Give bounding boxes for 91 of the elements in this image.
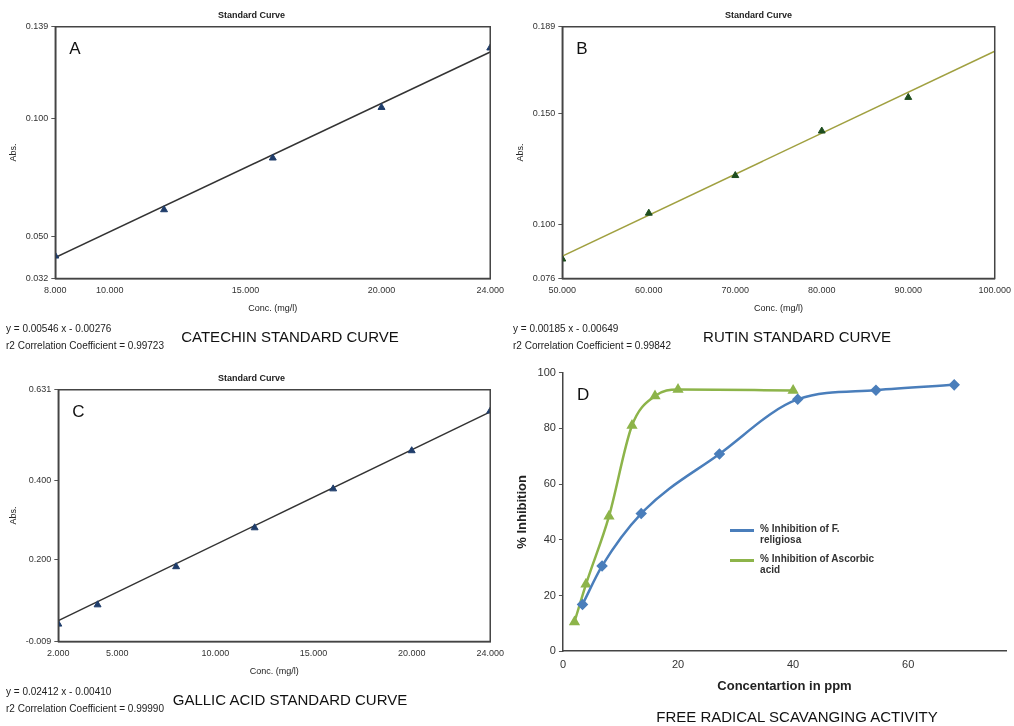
point [635, 508, 647, 519]
point [904, 92, 913, 100]
y-tick-label: 0.189 [532, 21, 556, 32]
point [714, 448, 725, 460]
text: RUTIN STANDARD CURVE [703, 328, 891, 345]
x-axis-title: Conc. (mg/l) [754, 303, 804, 314]
x-tick-label: 50.000 [548, 285, 577, 296]
text: r2 Correlation Coefficient = 0.99990 [6, 702, 164, 716]
x-tick-label: 20.000 [367, 285, 396, 296]
x-tick-label: 15.000 [299, 648, 328, 659]
point [172, 562, 181, 570]
point [817, 126, 826, 134]
point [329, 484, 338, 492]
y-tick-label: 0.050 [25, 230, 49, 241]
point [268, 153, 277, 161]
x-tick-label: 20.000 [397, 648, 426, 659]
point [948, 379, 960, 391]
text: y = 0.00185 x - 0.00649 [513, 322, 620, 336]
point [673, 384, 683, 393]
x-tick-label: 100.000 [978, 285, 1012, 296]
chart-title: Standard Curve [217, 9, 286, 20]
x-tick-label: 5.000 [105, 648, 129, 659]
x-tick-label: 10.000 [95, 285, 124, 296]
text: CATECHIN STANDARD CURVE [181, 328, 399, 345]
text: y = 0.00546 x - 0.00276 [6, 322, 113, 336]
y-tick-label: 40 [543, 532, 556, 545]
text: r2 Correlation Coefficient = 0.99723 [6, 339, 164, 353]
point [650, 390, 660, 400]
y-tick-label: 0.100 [25, 112, 49, 123]
y-axis-title: Abs. [7, 506, 18, 525]
legend-label: % Inhibition of F. religiosa [760, 522, 841, 545]
y-tick-label: -0.009 [25, 635, 52, 646]
x-tick-label: 0 [559, 657, 567, 670]
annotation: B [576, 38, 588, 58]
point [377, 102, 386, 110]
y-tick-label: 60 [543, 477, 556, 490]
x-tick-label: 60.000 [635, 285, 663, 296]
legend-label: % Inhibition of Ascorbic acid [760, 552, 876, 575]
point [788, 385, 798, 394]
point [604, 511, 614, 520]
y-axis-title: Abs. [7, 143, 18, 162]
x-tick-label: 90.000 [894, 285, 923, 296]
y-tick-label: 0.631 [28, 384, 52, 395]
x-tick-label: 8.000 [44, 285, 67, 296]
annotation: C [72, 401, 85, 421]
point [792, 394, 803, 405]
y-tick-label: 0.400 [28, 475, 52, 486]
y-tick-label: 0.200 [28, 553, 52, 564]
x-tick-label: 70.000 [721, 285, 750, 296]
chart-title: Standard Curve [217, 372, 286, 383]
y-tick-label: 0.076 [532, 272, 556, 283]
y-axis-title: Abs. [514, 143, 525, 162]
y-tick-label: 0.032 [25, 272, 49, 283]
x-axis-title: Conc. (mg/l) [248, 303, 298, 314]
point [160, 205, 169, 213]
annotation: A [69, 38, 82, 58]
point [407, 446, 416, 454]
point [250, 523, 259, 531]
x-tick-label: 24.000 [476, 285, 504, 296]
text: GALLIC ACID STANDARD CURVE [172, 691, 408, 708]
point [93, 600, 102, 608]
point [870, 384, 882, 396]
y-tick-label: 20 [543, 588, 556, 601]
text: FREE RADICAL SCAVANGING ACTIVITY [656, 708, 938, 725]
point [644, 208, 653, 216]
x-tick-label: 20 [671, 657, 685, 670]
x-tick-label: 10.000 [201, 648, 230, 659]
chart-title: Standard Curve [724, 9, 793, 20]
y-tick-label: 100 [537, 365, 556, 378]
y-tick-label: 0.150 [532, 108, 556, 119]
x-tick-label: 60 [902, 657, 915, 670]
point [581, 579, 591, 588]
x-tick-label: 2.000 [47, 648, 70, 659]
x-tick-label: 24.000 [476, 648, 504, 659]
point [577, 599, 588, 610]
text: y = 0.02412 x - 0.00410 [6, 685, 113, 699]
x-tick-label: 40 [786, 657, 800, 670]
point [627, 420, 637, 429]
point [596, 560, 608, 572]
text: r2 Correlation Coefficient = 0.99842 [513, 339, 671, 353]
annotation: D [576, 384, 590, 404]
x-tick-label: 15.000 [231, 285, 260, 296]
point [569, 616, 580, 626]
point [731, 171, 740, 179]
x-tick-label: 80.000 [808, 285, 836, 296]
y-tick-label: 80 [543, 421, 556, 434]
x-axis-title: Concentartion in ppm [717, 677, 852, 693]
y-tick-label: 0.100 [532, 219, 556, 230]
y-tick-label: 0.139 [25, 21, 49, 32]
x-axis-title: Conc. (mg/l) [249, 666, 299, 677]
y-axis-title: % Inhibition [514, 475, 530, 549]
